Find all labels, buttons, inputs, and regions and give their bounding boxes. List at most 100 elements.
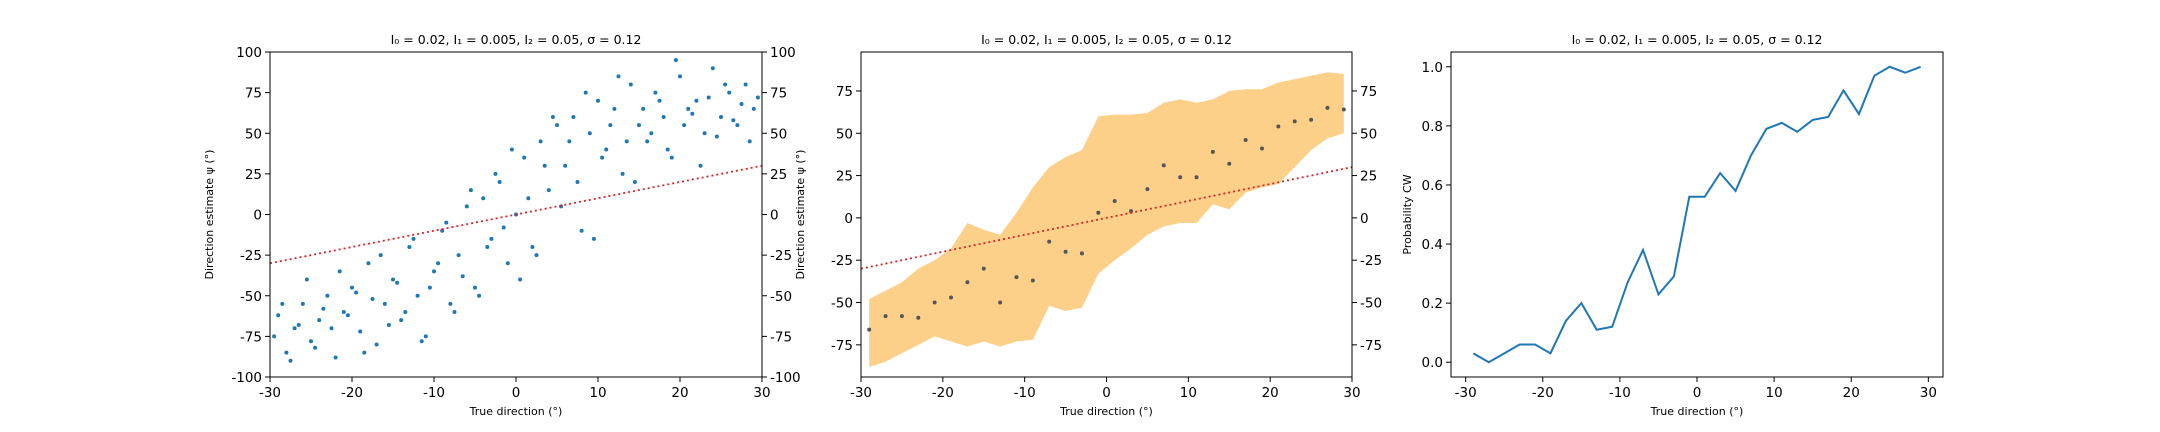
point	[374, 342, 379, 347]
x-tick-label: -30	[259, 385, 281, 401]
point	[673, 58, 678, 63]
y-tick-label: 0.6	[1422, 178, 1443, 194]
point	[678, 74, 682, 79]
point	[555, 123, 559, 128]
point	[698, 163, 703, 168]
point	[867, 327, 872, 332]
point	[1112, 198, 1117, 203]
point	[468, 188, 473, 193]
y-tick-label: 0.2	[1422, 296, 1443, 312]
y-tick-label: 50	[245, 126, 262, 142]
point	[596, 98, 600, 103]
point	[345, 313, 350, 318]
point	[341, 310, 346, 314]
point	[637, 123, 641, 128]
point	[1030, 278, 1035, 283]
point	[731, 118, 736, 123]
point	[686, 106, 691, 111]
point	[477, 293, 482, 298]
y-tick-label: -50	[240, 289, 262, 305]
x-tick-label: 0	[1102, 385, 1111, 401]
point	[690, 111, 695, 116]
x-axis-label: True direction (°)	[469, 405, 563, 418]
y2-tick-label: -50	[770, 289, 792, 305]
y2-tick-label: -75	[1360, 338, 1382, 354]
y-tick-label: 0.8	[1422, 119, 1443, 135]
y-tick-label: 75	[245, 86, 262, 102]
point	[1079, 251, 1084, 256]
y-axis-label: Direction estimate ψ (°)	[203, 150, 216, 280]
y-tick-label: 0.4	[1422, 237, 1443, 253]
point	[1063, 249, 1068, 254]
point	[350, 285, 354, 290]
point	[464, 204, 469, 209]
point	[965, 280, 970, 285]
point	[518, 277, 523, 282]
chart-title: I₀ = 0.02, I₁ = 0.005, I₂ = 0.05, σ = 0.…	[981, 32, 1232, 47]
point	[612, 106, 617, 111]
point	[419, 339, 424, 344]
x-tick-label: 30	[1920, 385, 1937, 401]
x-tick-label: 10	[1180, 385, 1197, 401]
point	[522, 155, 527, 160]
point	[382, 301, 387, 306]
y-tick-label: -25	[240, 248, 262, 264]
point	[333, 355, 338, 360]
y-tick-label: 0	[253, 208, 262, 224]
line	[1472, 65, 1921, 364]
point	[1276, 124, 1281, 129]
y-tick-label: -100	[231, 370, 262, 386]
point	[641, 106, 646, 111]
x-tick-label: -20	[932, 385, 954, 401]
point	[735, 123, 740, 128]
point	[538, 139, 543, 144]
axes-frame	[860, 51, 1353, 378]
y-axis-label: Direction estimate ψ (°)	[794, 150, 807, 280]
y2-tick-label: -50	[1360, 296, 1382, 312]
y2-tick-label: -75	[770, 329, 792, 345]
point	[493, 171, 498, 176]
point	[1243, 138, 1248, 143]
point	[694, 98, 699, 103]
point	[505, 261, 510, 266]
chart-title: I₀ = 0.02, I₁ = 0.005, I₂ = 0.05, σ = 0.…	[391, 32, 642, 47]
x-tick-label: 20	[1843, 385, 1860, 401]
point	[313, 345, 318, 350]
point	[682, 123, 687, 128]
point	[1096, 210, 1101, 215]
point	[280, 301, 285, 306]
y-tick-label: 25	[245, 167, 262, 183]
point	[665, 147, 670, 152]
point	[481, 196, 486, 201]
point	[1325, 105, 1330, 110]
point	[608, 123, 613, 128]
y2-tick-label: -25	[1360, 253, 1382, 269]
point	[546, 188, 551, 193]
point	[485, 245, 490, 249]
point	[415, 293, 420, 298]
x-tick-label: 10	[1766, 385, 1783, 401]
point	[1210, 149, 1215, 154]
point	[358, 329, 363, 334]
point	[981, 266, 986, 271]
point	[272, 334, 277, 339]
y-tick-label: -75	[831, 338, 853, 354]
point	[723, 82, 728, 87]
x-tick-label: -30	[850, 385, 872, 401]
x-tick-label: -10	[1014, 385, 1036, 401]
point	[362, 350, 367, 355]
point	[378, 253, 383, 258]
point	[530, 245, 535, 249]
point	[575, 180, 580, 184]
point	[628, 82, 633, 87]
point	[702, 131, 707, 136]
scatter-chart: -30 -20 -10 0 10 20 30-100-75-50-250255075100-…	[203, 32, 801, 418]
point	[998, 300, 1003, 305]
point	[743, 82, 748, 87]
point	[550, 115, 555, 119]
point	[436, 261, 441, 266]
point	[649, 131, 654, 136]
point	[653, 90, 658, 95]
point	[1309, 117, 1314, 122]
point	[1194, 175, 1199, 180]
